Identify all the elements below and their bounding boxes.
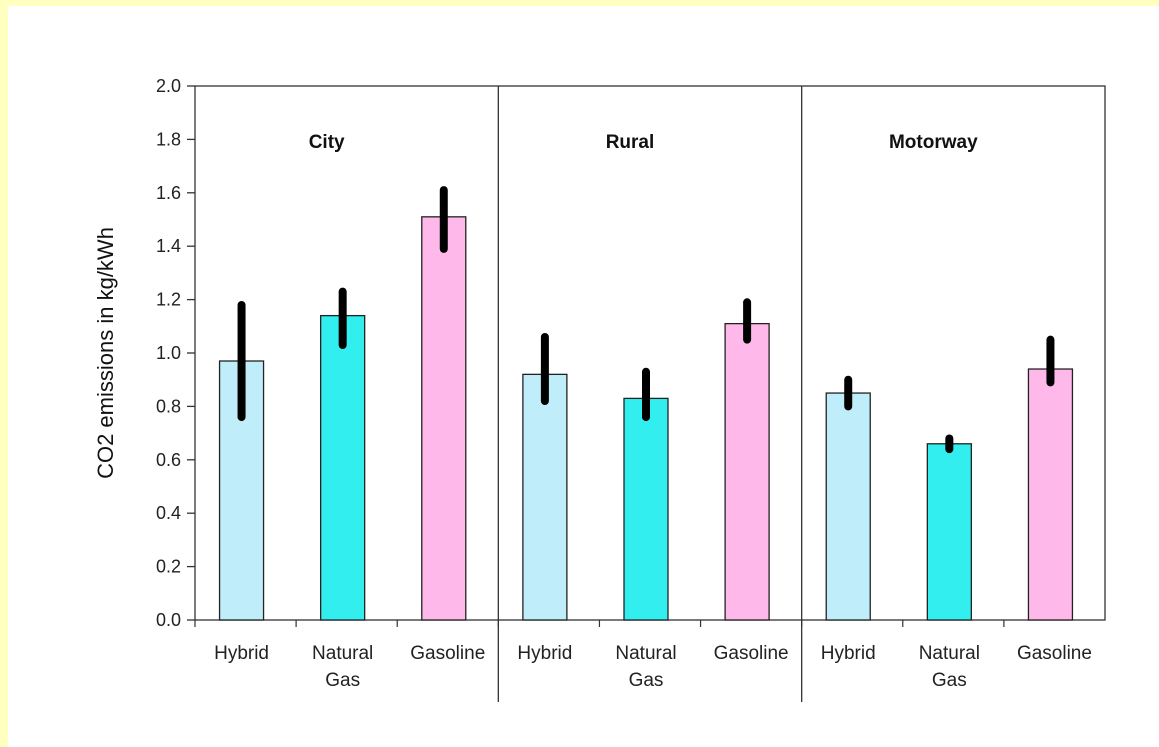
panel-title-city: City — [309, 132, 345, 153]
chart-frame — [8, 6, 1159, 747]
bar — [825, 392, 871, 621]
y-tick-labels: 0.0 0.2 0.4 0.6 0.8 1.0 1.2 1.4 1.6 1.8 2.0 — [156, 76, 181, 630]
y-tick-label: 1.8 — [156, 129, 181, 149]
y-tick-label: 1.4 — [156, 236, 181, 256]
y-tick-label: 1.2 — [156, 290, 181, 310]
category-label: Hybrid — [821, 643, 876, 664]
category-label: Hybrid — [214, 643, 269, 664]
category-label: Hybrid — [517, 643, 572, 664]
category-label: Natural — [919, 643, 980, 664]
category-label: Natural — [615, 643, 676, 664]
category-label: Gasoline — [1017, 643, 1092, 664]
category-label: Gas — [629, 670, 664, 691]
y-tick-label: 0.4 — [156, 503, 181, 523]
y-tick-label: 0.6 — [156, 450, 181, 470]
panel-title-motorway: Motorway — [889, 132, 978, 153]
bar — [522, 373, 568, 621]
y-tick-label: 1.0 — [156, 343, 181, 363]
bar — [724, 322, 770, 621]
y-tick-label: 2.0 — [156, 76, 181, 96]
error-bars — [237, 186, 1055, 454]
category-label: Gasoline — [714, 643, 789, 664]
y-tick-label: 0.8 — [156, 396, 181, 416]
category-labels: Hybrid Natural Gas Gasoline Hybrid Natural Gas… — [214, 643, 1092, 691]
panel-titles: City Rural Motorway — [309, 132, 978, 153]
panel-title-rural: Rural — [606, 132, 655, 153]
bar — [623, 397, 669, 621]
bar — [320, 314, 366, 621]
bar — [421, 216, 467, 621]
y-tick-label: 0.0 — [156, 610, 181, 630]
panel-dividers — [497, 86, 803, 702]
y-tick-label: 0.2 — [156, 557, 181, 577]
category-label: Gas — [325, 670, 360, 691]
category-label: Natural — [312, 643, 373, 664]
bar — [1027, 368, 1074, 621]
y-axis-label: CO2 emissions in kg/kWh — [93, 227, 118, 479]
bar — [926, 443, 972, 621]
y-tick-label: 1.6 — [156, 183, 181, 203]
category-label: Gasoline — [410, 643, 485, 664]
category-label: Gas — [932, 670, 967, 691]
